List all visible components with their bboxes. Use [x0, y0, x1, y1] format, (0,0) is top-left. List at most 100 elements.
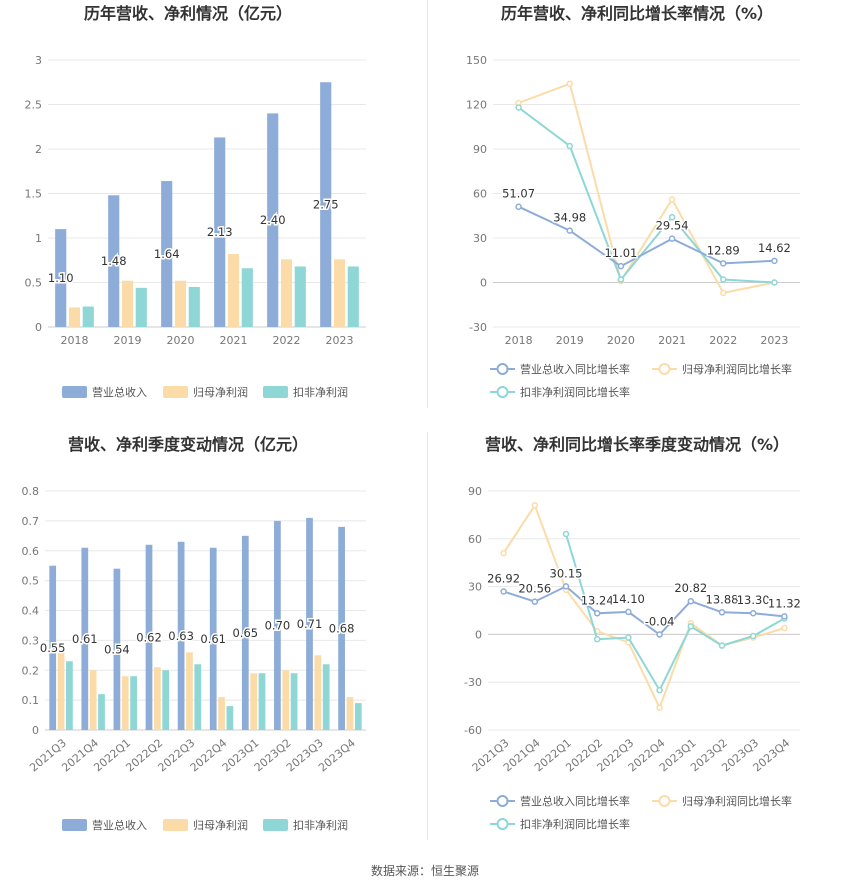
- bar-deducted-profit: [135, 287, 147, 327]
- data-point: [656, 686, 663, 694]
- data-point: [515, 104, 522, 111]
- x-tick-label: 2021: [658, 334, 686, 347]
- line-value-label: 13.24: [581, 593, 614, 607]
- bar-revenue: [113, 568, 121, 730]
- quarterly-growth-rate-chart: 营收、净利同比增长率季度变动情况（%） -60 -30 0 30 60 90 2021Q3 20…: [425, 430, 850, 860]
- bar-revenue: [267, 113, 279, 328]
- y-tick-label: 0.7: [22, 515, 40, 528]
- legend-swatch: [62, 819, 87, 831]
- data-point: [566, 142, 573, 150]
- data-point: [500, 549, 507, 557]
- bar-net-profit: [89, 670, 97, 730]
- y-tick-label: 1.5: [25, 188, 43, 201]
- data-point: [687, 597, 695, 605]
- data-point: [749, 609, 757, 617]
- x-tick-label: 2019: [556, 334, 584, 347]
- bar-revenue: [161, 181, 173, 327]
- y-tick-label: 0.6: [22, 545, 40, 558]
- data-point: [720, 276, 727, 283]
- bar-revenue: [274, 520, 281, 730]
- legend-swatch-marker: [496, 363, 509, 375]
- y-tick-label: 1: [35, 232, 42, 245]
- bar-revenue: [306, 517, 313, 730]
- series-line: [518, 205, 775, 268]
- x-tick-label: 2018: [61, 334, 89, 347]
- bar-revenue: [108, 195, 120, 327]
- data-point: [625, 608, 632, 616]
- bar-deducted-profit: [194, 664, 202, 730]
- legend-swatch: [163, 386, 188, 398]
- y-tick-label: 0.3: [22, 634, 40, 647]
- y-tick-label: -60: [464, 724, 482, 737]
- bar-revenue: [209, 547, 217, 730]
- bar-net-profit: [282, 670, 290, 730]
- y-tick-label: 0.2: [22, 664, 40, 677]
- data-point: [566, 80, 573, 87]
- data-point: [720, 289, 727, 297]
- line-value-label: 34.98: [553, 211, 586, 225]
- y-tick-label: 0: [32, 724, 39, 737]
- legend-label: 扣非净利润: [293, 818, 348, 832]
- series-line: [565, 533, 785, 693]
- y-tick-label: 90: [468, 485, 482, 498]
- bar-revenue: [55, 229, 67, 327]
- line-value-label: 13.30: [737, 593, 770, 607]
- data-point: [771, 279, 778, 286]
- data-point: [771, 257, 778, 265]
- series-line: [517, 106, 775, 284]
- x-tick-label: 2023Q4: [316, 736, 358, 774]
- bar-deducted-profit: [294, 266, 306, 327]
- annual-revenue-profit-chart: 历年营收、净利情况（亿元） 0 0.5 1 1.5 2 2.5 3 2018 2019 2020 20…: [0, 0, 425, 430]
- bar-revenue: [177, 541, 185, 730]
- line-value-label: 29.54: [656, 219, 689, 233]
- panel-divider: [427, 432, 428, 840]
- y-tick-label: 30: [468, 581, 482, 594]
- y-tick-label: 90: [473, 143, 487, 156]
- bar-net-profit: [227, 254, 240, 327]
- data-point: [668, 213, 676, 221]
- bar-value-label: 2.75: [313, 198, 339, 212]
- data-point: [531, 598, 539, 605]
- data-point: [668, 235, 676, 242]
- annual-bar-svg: 历年营收、净利情况（亿元） 0 0.5 1 1.5 2 2.5 3 2018 2019 2020 20…: [25, 4, 366, 399]
- data-point: [515, 203, 522, 210]
- line-value-label: 30.15: [550, 566, 583, 580]
- data-point: [617, 276, 625, 283]
- data-point: [500, 588, 507, 595]
- bar-deducted-profit: [241, 268, 253, 327]
- bar-value-label: 0.61: [200, 632, 226, 646]
- line-value-label: 51.07: [502, 187, 535, 201]
- bar-value-label: 0.71: [297, 617, 323, 631]
- data-point: [593, 635, 601, 643]
- data-point: [668, 196, 676, 203]
- data-point: [625, 634, 632, 641]
- y-tick-label: 0.8: [22, 485, 40, 498]
- y-tick-label: 60: [473, 188, 487, 201]
- bar-value-label: 0.68: [329, 621, 355, 635]
- data-source-note: 数据来源：恒生聚源: [370, 864, 479, 878]
- bar-deducted-profit: [188, 286, 200, 327]
- bar-value-label: 0.62: [136, 630, 162, 644]
- data-point: [531, 502, 539, 509]
- chart-title: 历年营收、净利同比增长率情况（%）: [501, 4, 773, 23]
- y-tick-label: 0: [480, 277, 487, 290]
- legend-swatch-marker: [658, 363, 671, 375]
- data-point: [566, 227, 573, 234]
- bar-net-profit: [314, 655, 322, 730]
- bar-deducted-profit: [322, 664, 330, 730]
- line-value-label: 14.10: [612, 592, 645, 606]
- legend-swatch-marker: [496, 795, 509, 807]
- bar-net-profit: [121, 280, 134, 327]
- bar-revenue: [81, 547, 89, 730]
- bar-value-label: 1.10: [48, 271, 74, 285]
- line-value-label: 20.56: [518, 582, 551, 596]
- chart-title: 营收、净利同比增长率季度变动情况（%）: [485, 435, 789, 454]
- bar-net-profit: [153, 667, 161, 730]
- data-point: [718, 609, 726, 616]
- bar-deducted-profit: [347, 266, 359, 327]
- bar-revenue: [320, 82, 332, 327]
- bar-value-label: 2.40: [260, 213, 286, 227]
- x-tick-label: 2022: [709, 334, 737, 347]
- y-tick-label: 2.5: [25, 99, 43, 112]
